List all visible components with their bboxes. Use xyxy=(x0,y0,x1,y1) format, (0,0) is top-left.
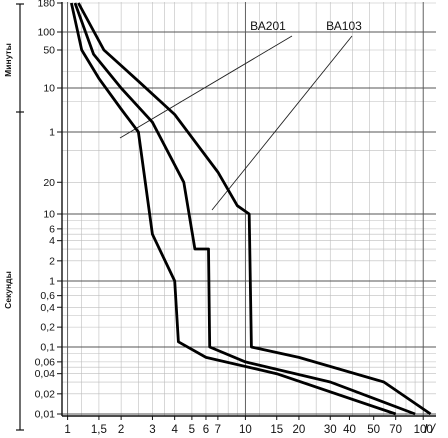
x-tick-label: 4 xyxy=(171,424,178,436)
y-tick-label: 1 xyxy=(49,127,55,139)
callouts: ВА201 ВА103 xyxy=(119,19,362,211)
y-tick-label: 0,6 xyxy=(40,290,55,302)
x-tick-label: 6 xyxy=(203,424,209,436)
x-tick-label: 20 xyxy=(293,424,306,436)
x-unit-label: I / xyxy=(424,421,436,436)
x-tick-label: 7 xyxy=(215,424,221,436)
x-tick-label: 5 xyxy=(189,424,195,436)
y-tick-label: 4 xyxy=(49,235,55,247)
x-tick-label: 1 xyxy=(64,424,70,436)
callout-leader-line xyxy=(211,35,353,211)
y-tick-label: 0,04 xyxy=(35,368,56,380)
y-tick-label: 0,01 xyxy=(35,409,56,421)
x-tick-label: 100 xyxy=(414,424,433,436)
y-tick-label: 50 xyxy=(43,45,55,57)
x-tick-label: 30 xyxy=(324,424,337,436)
x-tick-label: 70 xyxy=(389,424,402,436)
axes xyxy=(16,2,436,431)
y-tick-label: 10 xyxy=(43,83,55,95)
y-tick-label: 0,1 xyxy=(40,342,55,354)
x-tick-label: 40 xyxy=(343,424,356,436)
y-tick-label: 0,4 xyxy=(40,302,55,314)
curves xyxy=(70,2,432,416)
callout-label: ВА201 xyxy=(250,19,286,33)
y-tick-label: 6 xyxy=(49,223,55,235)
x-tick-label: 50 xyxy=(367,424,380,436)
y-tick-label: 10 xyxy=(43,209,55,221)
y-tick-label: 2 xyxy=(49,255,55,267)
y-section-label-seconds: Секунды xyxy=(3,271,13,309)
series-curve-3 xyxy=(77,2,432,416)
grid xyxy=(62,2,436,416)
series-curve-1 xyxy=(70,2,397,416)
x-tick-label: 1,5 xyxy=(91,424,107,436)
tick-labels: 18010050101201064210,60,40,20,10,060,040… xyxy=(35,0,437,436)
x-tick-label: 3 xyxy=(149,424,155,436)
y-section-label-minutes: Минуты xyxy=(3,43,13,77)
y-tick-label: 100 xyxy=(37,27,55,39)
y-tick-label: 1 xyxy=(49,276,55,288)
y-tick-label: 0,2 xyxy=(40,322,55,334)
series-curve-2 xyxy=(73,2,416,416)
x-tick-label: 2 xyxy=(118,424,124,436)
labels: Минуты Секунды xyxy=(3,43,13,309)
callout-label: ВА103 xyxy=(326,19,362,33)
y-tick-label: 0,02 xyxy=(35,388,56,400)
y-tick-label: 20 xyxy=(43,177,55,189)
y-tick-label: 180 xyxy=(37,0,55,10)
x-tick-label: 15 xyxy=(270,424,283,436)
x-tick-label: 10 xyxy=(239,424,252,436)
y-tick-label: 0,06 xyxy=(35,356,56,368)
callout-leader-line xyxy=(119,35,293,139)
